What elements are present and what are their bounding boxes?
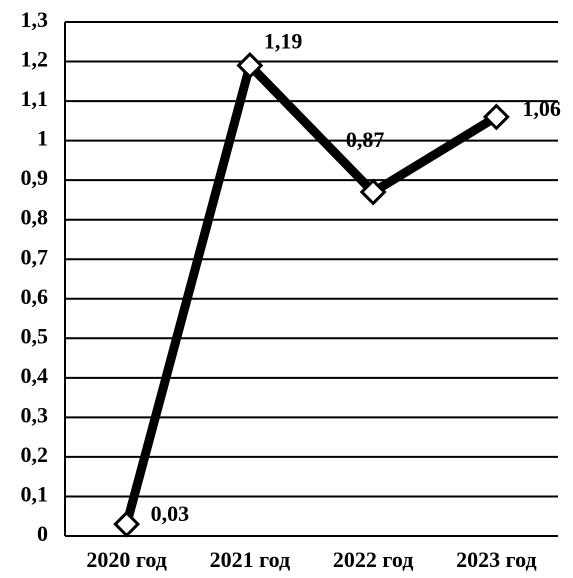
- line: [122, 56, 499, 526]
- y-tick-label: 0,6: [21, 284, 49, 309]
- y-tick-label: 0,3: [21, 402, 49, 427]
- marker: [359, 178, 387, 206]
- marker: [482, 103, 510, 131]
- data-label: 0,03: [151, 501, 190, 526]
- y-tick-label: 0,8: [21, 205, 49, 230]
- y-tick-label: 1,1: [21, 86, 49, 111]
- x-tick-label: 2023 год: [456, 547, 536, 572]
- y-tick-label: 0: [37, 521, 48, 546]
- data-label: 1,06: [522, 96, 561, 121]
- y-tick-label: 0,7: [21, 244, 49, 269]
- y-tick-label: 1,3: [21, 7, 49, 32]
- marker: [113, 510, 141, 538]
- data-label: 0,87: [346, 127, 385, 152]
- marker: [236, 52, 264, 79]
- data-label: 1,19: [264, 29, 303, 54]
- y-tick-label: 1: [37, 126, 48, 151]
- x-tick-label: 2021 год: [210, 547, 290, 572]
- y-tick-label: 0,9: [21, 165, 49, 190]
- y-tick-label: 1,2: [21, 47, 49, 72]
- y-tick-label: 0,2: [21, 442, 49, 467]
- y-tick-label: 0,5: [21, 323, 49, 348]
- y-tick-label: 0,4: [21, 363, 49, 388]
- x-tick-label: 2020 год: [86, 547, 166, 572]
- x-tick-label: 2022 год: [333, 547, 413, 572]
- y-tick-label: 0,1: [21, 482, 49, 507]
